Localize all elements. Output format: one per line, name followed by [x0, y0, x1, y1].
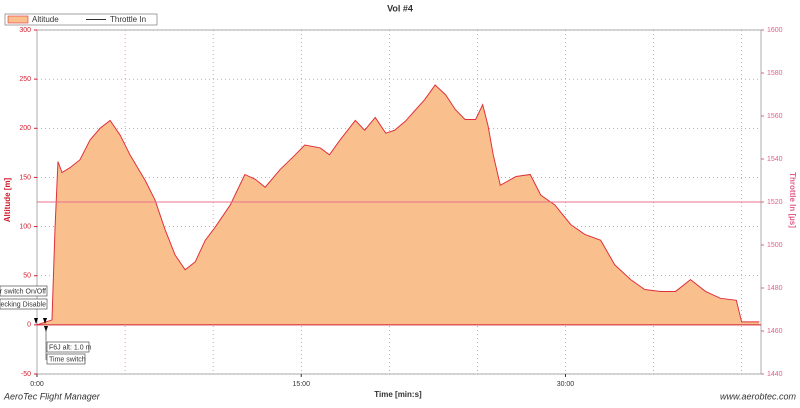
chart-title: Vol #4: [387, 3, 413, 13]
area: [37, 85, 760, 325]
annotation-box: [46, 341, 90, 353]
y2-axis-label: Throttle In [µs]: [788, 172, 797, 228]
legend-label: Altitude: [32, 15, 59, 24]
y-tick-label: 200: [19, 125, 31, 132]
legend-swatch: [7, 15, 29, 24]
annotation: r switch On/Off: [0, 288, 46, 295]
x-tick-label: 30:00: [557, 381, 575, 388]
annotation: Time switch: [49, 356, 86, 363]
footer-right: www.aerobtec.com: [720, 391, 797, 401]
y-tick-label: 250: [19, 76, 31, 83]
y2-tick-label: 1560: [767, 113, 783, 120]
y2-tick-label: 1500: [767, 242, 783, 249]
annotation-box: [46, 353, 86, 365]
y-tick-label: 100: [19, 223, 31, 230]
y2-tick-label: 1460: [767, 328, 783, 335]
annotation-box: [0, 298, 48, 310]
x-tick-label: 15:00: [292, 381, 310, 388]
y2-tick-label: 1580: [767, 70, 783, 77]
annotation-box: [0, 285, 48, 297]
y-axis-label: Altitude [m]: [3, 177, 12, 222]
y2-tick-label: 1600: [767, 27, 783, 34]
y2-tick-label: 1440: [767, 371, 783, 378]
marker: [34, 318, 48, 332]
y-tick-label: -50: [21, 371, 31, 378]
y-tick-label: 50: [23, 273, 31, 280]
y2-tick-label: 1520: [767, 199, 783, 206]
y-tick-label: 150: [19, 174, 31, 181]
y2-tick-label: 1540: [767, 156, 783, 163]
annotation: ecking Disable: [0, 301, 46, 308]
x-axis-label: Time [min:s]: [374, 390, 422, 399]
legend-box: [4, 13, 158, 26]
x-tick-label: 0:00: [30, 381, 44, 388]
legend-label: Throttle In: [110, 15, 146, 24]
line: [36, 84, 760, 326]
annotation: F6J alt: 1.0 m: [49, 344, 92, 351]
y-tick-label: 300: [19, 27, 31, 34]
y-tick-label: 0: [27, 322, 31, 329]
footer-left: AeroTec Flight Manager: [3, 391, 101, 401]
y2-tick-label: 1480: [767, 285, 783, 292]
